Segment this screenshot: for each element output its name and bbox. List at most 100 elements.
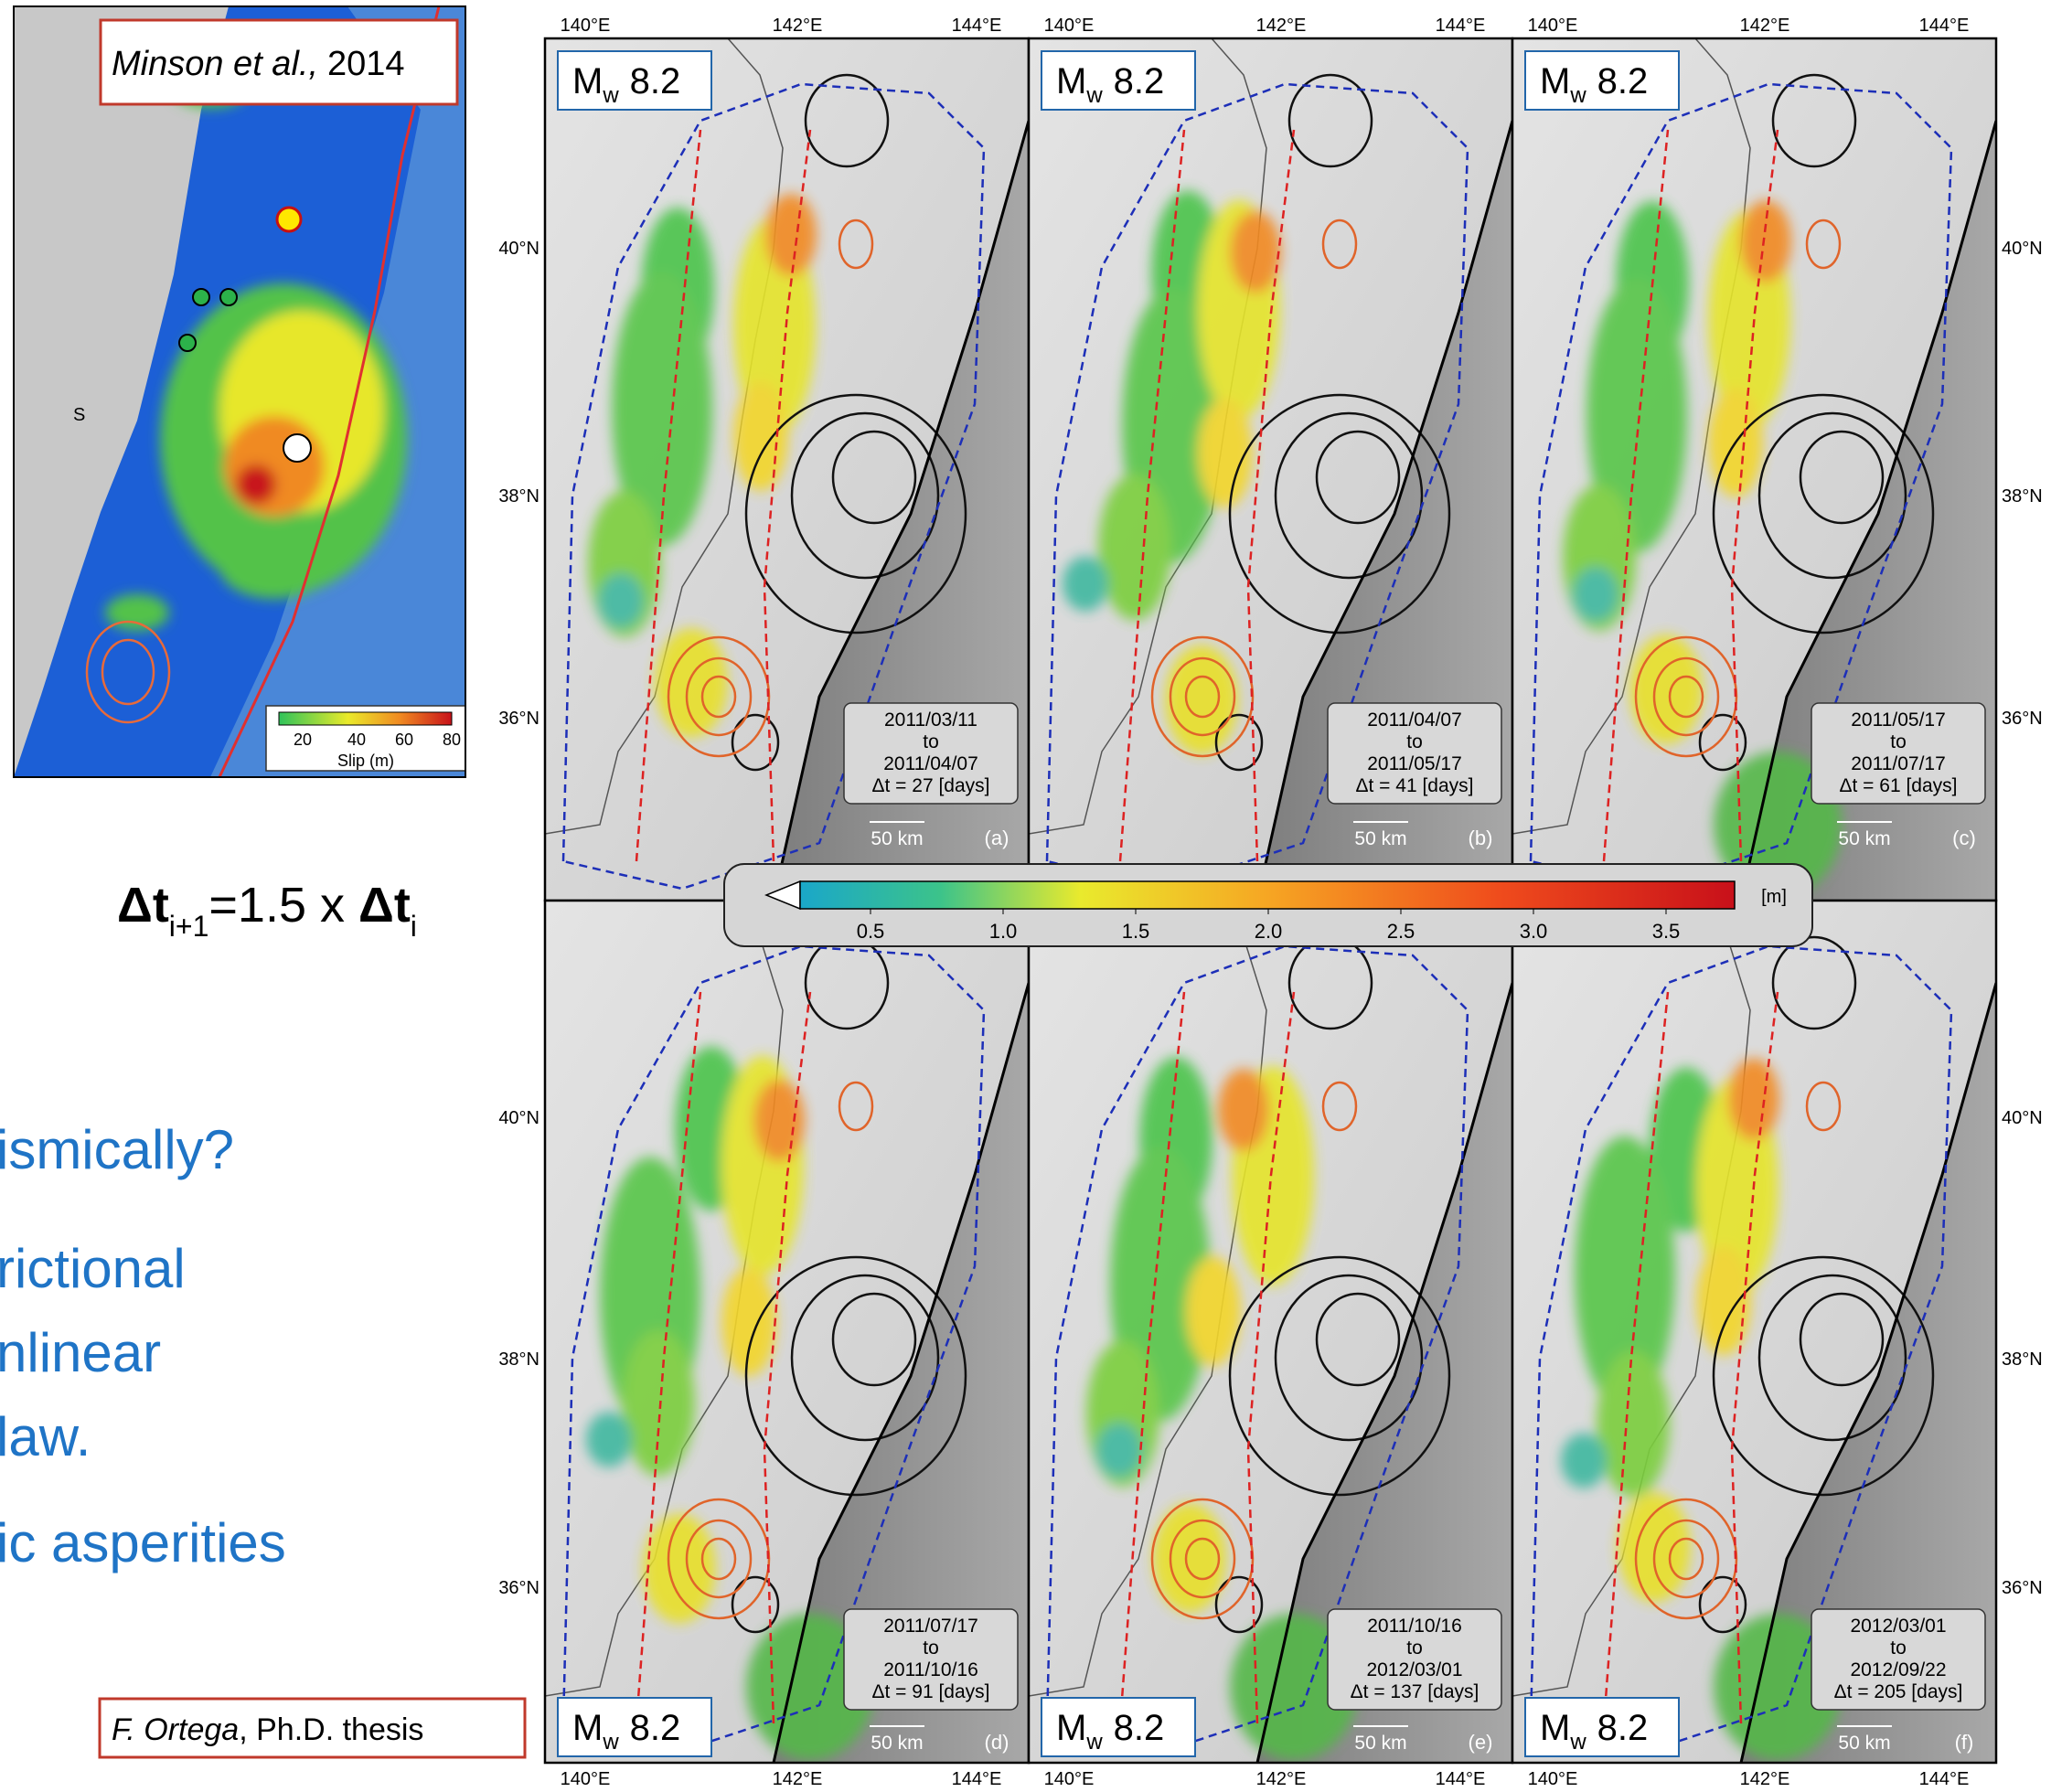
magnitude-sub: w <box>602 1730 619 1755</box>
colorbar-tick-label: 3.5 <box>1652 920 1681 943</box>
slip-patch <box>1696 1246 1751 1356</box>
lon-label: 144°E <box>1919 16 1970 36</box>
station-label: S <box>73 405 85 425</box>
inset-colorbar-label: Slip (m) <box>337 752 394 770</box>
period-line: 2011/04/07 <box>1367 709 1462 731</box>
lat-label: 36°N <box>498 1578 539 1598</box>
mechanism <box>283 434 311 462</box>
lat-label: 40°N <box>498 1108 539 1128</box>
slip-patch <box>655 628 728 738</box>
slip-patch <box>1096 1423 1142 1477</box>
magnitude-value: 8.2 <box>1597 1708 1649 1748</box>
period-line: 2011/05/17 <box>1367 753 1462 774</box>
colorbar-tick-label: 1.5 <box>1122 920 1150 943</box>
lon-label: 142°E <box>1256 16 1307 36</box>
magnitude-symbol: M <box>1056 61 1086 101</box>
eq-rhs-sub: i <box>411 910 417 943</box>
slip-patch <box>1165 645 1238 755</box>
bullet: nlinear <box>0 1322 161 1383</box>
slip-patch <box>1597 1351 1670 1498</box>
period-line: to <box>923 731 939 752</box>
slip-patch <box>721 1267 776 1377</box>
period-line: to <box>1890 1637 1907 1659</box>
period-line: Δt = 205 [days] <box>1834 1681 1963 1702</box>
period-line: 2012/03/01 <box>1850 1616 1946 1637</box>
lon-label: 144°E <box>1436 16 1486 36</box>
slip-patch <box>586 1413 632 1467</box>
panel-label: (f) <box>1955 1731 1974 1754</box>
inset-map: S Minson et al.,2014 20406080 Slip (m) <box>14 6 465 777</box>
scale-label: 50 km <box>1354 1733 1406 1754</box>
magnitude-sub: w <box>1085 83 1103 108</box>
colorbar-tick-label: 3.0 <box>1520 920 1548 943</box>
period-line: to <box>923 1637 939 1659</box>
period-line: to <box>1406 1637 1423 1659</box>
overlay: 0.51.01.52.02.53.03.5[m] <box>724 864 1812 946</box>
citation-authors: Minson et al., <box>112 45 318 83</box>
credit-rest: , Ph.D. thesis <box>239 1712 423 1747</box>
period-line: 2012/09/22 <box>1850 1659 1946 1680</box>
slide: S Minson et al.,2014 20406080 Slip (m) Δ… <box>0 0 2051 1792</box>
magnitude-symbol: M <box>1056 1708 1086 1748</box>
credit: F. Ortega, Ph.D. thesis <box>112 1712 423 1747</box>
lon-label: 142°E <box>773 1769 823 1789</box>
scale-label: 50 km <box>871 828 923 849</box>
bullet-list: ismically? rictional nlinear law. ic asp… <box>0 1119 286 1573</box>
lat-label: 36°N <box>2002 1578 2043 1598</box>
slip-patch <box>622 1330 695 1477</box>
colorbar-tick-label: 0.5 <box>857 920 885 943</box>
magnitude-symbol: M <box>1540 61 1570 101</box>
colorbar-tick-label: 2.5 <box>1387 920 1415 943</box>
period-line: Δt = 91 [days] <box>871 1681 989 1702</box>
magnitude-sub: w <box>602 83 619 108</box>
eq-rhs: Δt <box>358 878 411 933</box>
lat-label: 36°N <box>498 709 539 729</box>
map-panel: Mw8.22011/05/17to2011/07/17Δt = 61 [days… <box>1512 16 2043 901</box>
period-line: 2011/04/07 <box>883 753 978 774</box>
magnitude-symbol: M <box>572 61 603 101</box>
lon-label: 140°E <box>561 16 611 36</box>
slip-patch <box>598 573 644 628</box>
magnitude-value: 8.2 <box>630 1708 681 1748</box>
colorbar-tick-label: 1.0 <box>989 920 1018 943</box>
slip-patch <box>1063 557 1108 612</box>
period-line: 2011/07/17 <box>883 1616 978 1637</box>
period-line: 2012/03/01 <box>1366 1659 1462 1680</box>
slip-patch <box>1098 475 1171 621</box>
lon-label: 144°E <box>1436 1769 1486 1789</box>
slip-patch <box>765 194 817 276</box>
eq-lhs: Δt <box>117 878 169 933</box>
panel-label: (b) <box>1469 827 1493 849</box>
scale-label: 50 km <box>1354 828 1406 849</box>
period-line: 2011/10/16 <box>1367 1616 1462 1637</box>
eq-lhs-sub: i+1 <box>169 910 209 943</box>
scale-label: 50 km <box>871 1733 923 1754</box>
slip-patch <box>1561 1434 1607 1488</box>
lon-label: 142°E <box>1740 1769 1790 1789</box>
period-line: Δt = 27 [days] <box>871 775 989 796</box>
lat-label: 36°N <box>2002 709 2043 729</box>
lat-label: 40°N <box>2002 239 2043 259</box>
period-line: 2011/07/17 <box>1851 753 1946 774</box>
scale-label: 50 km <box>1838 1733 1890 1754</box>
station <box>220 289 237 305</box>
slip-patch <box>1573 567 1618 622</box>
inset-colorbar <box>279 712 452 725</box>
lat-label: 38°N <box>2002 486 2043 507</box>
slip-patch <box>1218 1069 1269 1151</box>
citation: Minson et al.,2014 <box>112 45 405 83</box>
period-line: Δt = 61 [days] <box>1839 775 1957 796</box>
lon-label: 144°E <box>1919 1769 1970 1789</box>
period-line: to <box>1406 731 1423 752</box>
slip-patch <box>733 381 788 491</box>
inset-colorbar-tick: 80 <box>443 731 461 749</box>
panel-label: (e) <box>1469 1731 1493 1754</box>
panel-label: (d) <box>985 1731 1009 1754</box>
magnitude-value: 8.2 <box>1114 1708 1165 1748</box>
inset-colorbar-tick: 20 <box>294 731 312 749</box>
lon-label: 144°E <box>952 16 1002 36</box>
station <box>193 289 209 305</box>
period-line: to <box>1890 731 1907 752</box>
lon-label: 142°E <box>1256 1769 1307 1789</box>
magnitude-symbol: M <box>572 1708 603 1748</box>
